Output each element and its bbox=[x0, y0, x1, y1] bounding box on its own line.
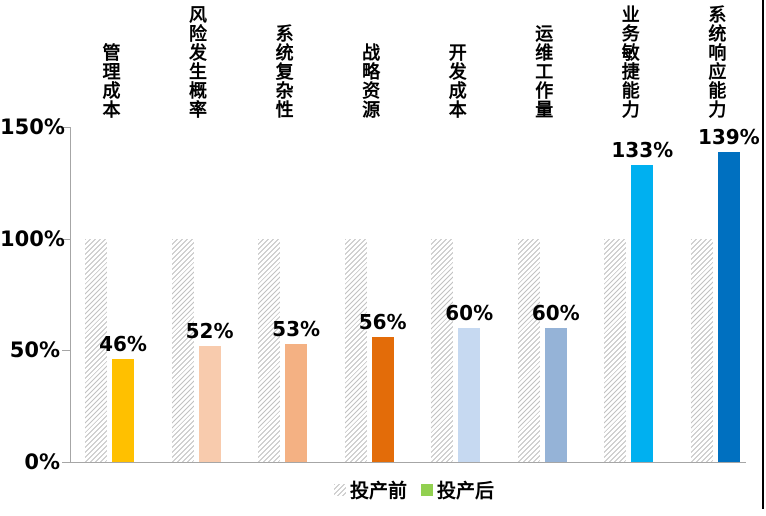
category-label-text: 系统复杂性 bbox=[272, 24, 294, 119]
category-label-text: 开发成本 bbox=[445, 43, 467, 119]
bar-after-production bbox=[544, 328, 567, 462]
legend-label-after: 投产后 bbox=[437, 480, 495, 502]
legend: 投产前 投产后 bbox=[334, 476, 494, 503]
y-tick-label: 150% bbox=[0, 115, 65, 139]
category-label: 风险发生概率 bbox=[181, 0, 211, 119]
legend-item-after-production: 投产后 bbox=[421, 476, 494, 503]
bar-before-production bbox=[344, 238, 367, 462]
legend-item-before-production: 投产前 bbox=[334, 476, 407, 503]
bar-after-production bbox=[717, 151, 740, 462]
bar-before-production bbox=[690, 238, 713, 462]
value-label: 53% bbox=[272, 316, 321, 341]
y-tick-mark bbox=[62, 238, 70, 240]
category-label: 业务敏捷能力 bbox=[614, 0, 644, 119]
bar-after-production bbox=[631, 164, 654, 462]
green-swatch-icon bbox=[421, 483, 434, 496]
x-axis-line bbox=[62, 462, 746, 463]
bar-after-production bbox=[285, 343, 308, 462]
category-label: 系统响应能力 bbox=[700, 0, 730, 119]
bar-after-production bbox=[112, 359, 134, 462]
category-label-text: 运维工作量 bbox=[532, 24, 554, 119]
bar-after-production bbox=[458, 328, 481, 462]
y-tick-label: 50% bbox=[9, 338, 60, 363]
value-label: 60% bbox=[531, 301, 580, 325]
value-label: 56% bbox=[358, 309, 407, 334]
category-label: 开发成本 bbox=[441, 0, 471, 119]
legend-label-before: 投产前 bbox=[350, 480, 408, 502]
y-tick-mark bbox=[62, 127, 70, 128]
category-label-text: 风险发生概率 bbox=[186, 5, 208, 119]
category-label-text: 系统响应能力 bbox=[705, 5, 727, 119]
bar-before-production bbox=[517, 238, 540, 462]
category-label: 运维工作量 bbox=[527, 0, 557, 119]
value-label: 60% bbox=[445, 301, 494, 325]
category-label: 战略资源 bbox=[354, 0, 384, 119]
value-label: 139% bbox=[697, 124, 760, 149]
category-label-text: 管理成本 bbox=[99, 43, 121, 119]
category-label: 系统复杂性 bbox=[268, 0, 298, 119]
category-label: 管理成本 bbox=[95, 0, 125, 119]
hatched-swatch-icon bbox=[334, 483, 346, 496]
bar-after-production bbox=[371, 336, 394, 462]
y-tick-label: 100% bbox=[0, 226, 65, 251]
category-label-text: 业务敏捷能力 bbox=[618, 5, 640, 119]
bar-before-production bbox=[85, 238, 107, 462]
value-label: 52% bbox=[185, 318, 234, 343]
y-axis-line bbox=[70, 127, 71, 462]
bar-after-production bbox=[198, 345, 221, 462]
value-label: 133% bbox=[611, 137, 674, 162]
bar-before-production bbox=[258, 238, 281, 462]
y-tick-mark bbox=[62, 462, 70, 463]
category-label-text: 战略资源 bbox=[359, 43, 381, 119]
value-label: 46% bbox=[99, 332, 147, 357]
y-tick-mark bbox=[62, 350, 70, 352]
image-right-border bbox=[762, 0, 764, 509]
bar-before-production bbox=[604, 238, 627, 462]
y-tick-label: 0% bbox=[24, 450, 60, 474]
bar-before-production bbox=[171, 238, 194, 462]
bar-before-production bbox=[431, 238, 454, 462]
